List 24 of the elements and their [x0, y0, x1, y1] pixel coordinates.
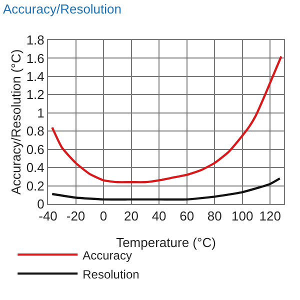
- y-tick-label: 1.4: [26, 68, 44, 84]
- x-tick-label: 100: [232, 208, 254, 224]
- legend-label: Resolution: [82, 267, 140, 282]
- y-tick-label: 0.4: [26, 160, 44, 176]
- x-tick-label: 20: [124, 208, 139, 224]
- y-tick-label: 0.8: [26, 124, 44, 139]
- y-tick-label: 1.8: [26, 32, 44, 48]
- legend-label: Accuracy: [82, 248, 132, 262]
- y-tick-label: 1.2: [26, 87, 44, 102]
- x-axis-title: Temperature (°C): [116, 235, 216, 250]
- x-tick-label: 0: [100, 208, 108, 224]
- x-tick-label: -20: [66, 208, 86, 224]
- line-series: [51, 55, 282, 184]
- y-axis-title: Accuracy/Resolution (°C): [8, 49, 24, 195]
- x-tick-label: 120: [259, 208, 281, 224]
- x-tick-label: 60: [180, 208, 194, 224]
- y-tick-label: 0.6: [26, 142, 44, 157]
- chart-title: Accuracy/Resolution: [3, 2, 122, 17]
- line-series: [51, 177, 281, 201]
- y-tick-label: 1: [37, 105, 44, 120]
- x-tick-label: 40: [152, 208, 166, 224]
- y-tick-label: 1.6: [26, 50, 44, 66]
- x-tick-label: 80: [207, 208, 222, 224]
- y-tick-label: 0.2: [26, 178, 44, 194]
